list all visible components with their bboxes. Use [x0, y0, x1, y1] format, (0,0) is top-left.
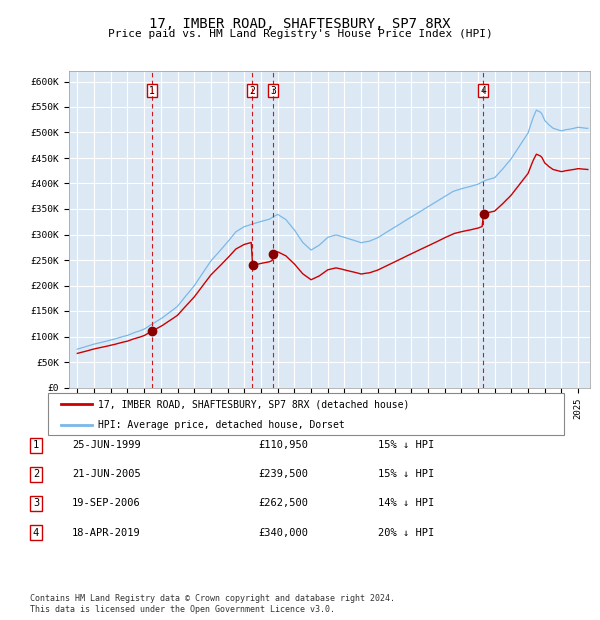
Text: 3: 3 [270, 86, 276, 95]
FancyBboxPatch shape [48, 393, 564, 435]
Text: 15% ↓ HPI: 15% ↓ HPI [378, 440, 434, 450]
Text: 3: 3 [33, 498, 39, 508]
Text: 2: 2 [33, 469, 39, 479]
Text: Contains HM Land Registry data © Crown copyright and database right 2024.
This d: Contains HM Land Registry data © Crown c… [30, 595, 395, 614]
Text: 4: 4 [480, 86, 486, 95]
Text: £239,500: £239,500 [258, 469, 308, 479]
Text: 20% ↓ HPI: 20% ↓ HPI [378, 528, 434, 538]
Text: 19-SEP-2006: 19-SEP-2006 [72, 498, 141, 508]
Text: 1: 1 [33, 440, 39, 450]
Text: 18-APR-2019: 18-APR-2019 [72, 528, 141, 538]
Text: 14% ↓ HPI: 14% ↓ HPI [378, 498, 434, 508]
Text: 2: 2 [249, 86, 255, 95]
Text: 25-JUN-1999: 25-JUN-1999 [72, 440, 141, 450]
Text: £110,950: £110,950 [258, 440, 308, 450]
Text: 1: 1 [149, 86, 155, 95]
Text: 15% ↓ HPI: 15% ↓ HPI [378, 469, 434, 479]
Text: 17, IMBER ROAD, SHAFTESBURY, SP7 8RX: 17, IMBER ROAD, SHAFTESBURY, SP7 8RX [149, 17, 451, 32]
Text: £340,000: £340,000 [258, 528, 308, 538]
Text: 17, IMBER ROAD, SHAFTESBURY, SP7 8RX (detached house): 17, IMBER ROAD, SHAFTESBURY, SP7 8RX (de… [98, 399, 409, 409]
Text: Price paid vs. HM Land Registry's House Price Index (HPI): Price paid vs. HM Land Registry's House … [107, 29, 493, 39]
Text: £262,500: £262,500 [258, 498, 308, 508]
Text: HPI: Average price, detached house, Dorset: HPI: Average price, detached house, Dors… [98, 420, 345, 430]
Text: 4: 4 [33, 528, 39, 538]
Text: 21-JUN-2005: 21-JUN-2005 [72, 469, 141, 479]
